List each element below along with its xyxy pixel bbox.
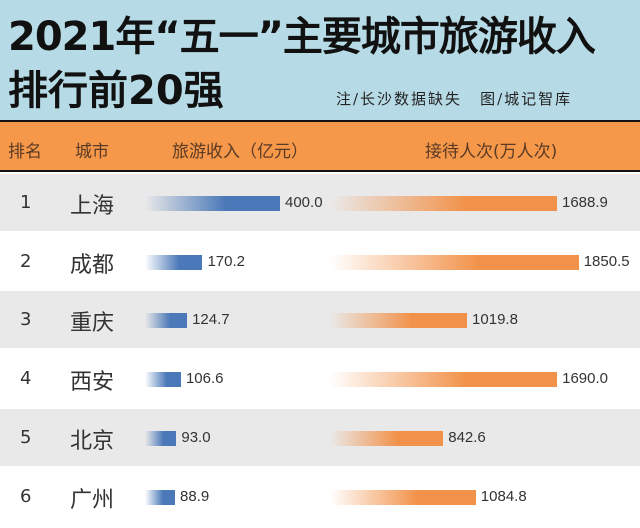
city-name: 广州 xyxy=(70,487,115,513)
header-city: 城市 xyxy=(75,142,109,162)
revenue-label: 106.6 xyxy=(185,370,224,388)
table-header: 排名 城市 旅游收入（亿元） 接待人次(万人次) xyxy=(0,120,640,172)
visitors-label: 1019.8 xyxy=(472,311,518,329)
note: 注/长沙数据缺失 图/城记智库 xyxy=(336,88,572,109)
visitors-bar xyxy=(330,196,557,211)
title-line-2: 排行前20强 xyxy=(8,68,224,114)
visitors-label: 842.6 xyxy=(448,428,486,446)
visitors-bar xyxy=(330,489,476,505)
header-revenue: 旅游收入（亿元） xyxy=(172,142,308,162)
table-row: 4 西安 106.6 1690.0 xyxy=(0,350,640,407)
visitors-bar xyxy=(330,430,444,446)
revenue-bar xyxy=(145,372,181,388)
visitors-bar xyxy=(330,254,579,270)
visitors-label: 1690.0 xyxy=(562,370,609,388)
revenue-label: 124.7 xyxy=(192,311,230,329)
table-row: 6 广州 88.9 1084.8 xyxy=(0,468,640,525)
table-row: 2 成都 170.2 1850.5 xyxy=(0,233,640,290)
visitors-bar xyxy=(330,372,558,388)
credit: 图/城记智库 xyxy=(480,90,573,108)
city-name: 上海 xyxy=(70,194,115,219)
rank: 5 xyxy=(20,426,32,448)
visitors-label: 1850.5 xyxy=(583,252,630,270)
title-line-1: 2021年“五一”主要城市旅游收入 xyxy=(8,14,596,60)
rank: 1 xyxy=(20,192,32,213)
city-name: 重庆 xyxy=(70,311,115,337)
revenue-label: 93.0 xyxy=(181,428,211,446)
table-row: 1 上海 400.0 1688.9 xyxy=(0,174,640,231)
table-row: 5 北京 93.0 842.6 xyxy=(0,408,640,466)
rank: 2 xyxy=(20,250,32,272)
revenue-bar xyxy=(145,254,203,270)
revenue-label: 88.9 xyxy=(180,487,210,505)
rank: 3 xyxy=(20,309,32,331)
revenue-bar xyxy=(145,313,188,329)
revenue-bar xyxy=(145,196,280,211)
visitors-bar xyxy=(330,313,468,329)
city-name: 成都 xyxy=(70,252,115,278)
table-row: 3 重庆 124.7 1019.8 xyxy=(0,291,640,349)
header-rank: 排名 xyxy=(8,142,42,162)
revenue-label: 400.0 xyxy=(285,194,323,211)
revenue-bar xyxy=(145,430,177,446)
revenue-bar xyxy=(145,489,175,505)
city-name: 西安 xyxy=(70,370,115,396)
city-name: 北京 xyxy=(70,428,115,454)
revenue-label: 170.2 xyxy=(207,252,245,270)
rank: 6 xyxy=(20,485,32,507)
visitors-label: 1084.8 xyxy=(480,487,527,505)
missing-data-note: 注/长沙数据缺失 xyxy=(336,90,463,108)
visitors-label: 1688.9 xyxy=(561,194,608,211)
header-visitors: 接待人次(万人次) xyxy=(425,142,558,162)
title-area: 2021年“五一”主要城市旅游收入 排行前20强 注/长沙数据缺失 图/城记智库 xyxy=(0,0,640,120)
rank: 4 xyxy=(20,368,32,390)
